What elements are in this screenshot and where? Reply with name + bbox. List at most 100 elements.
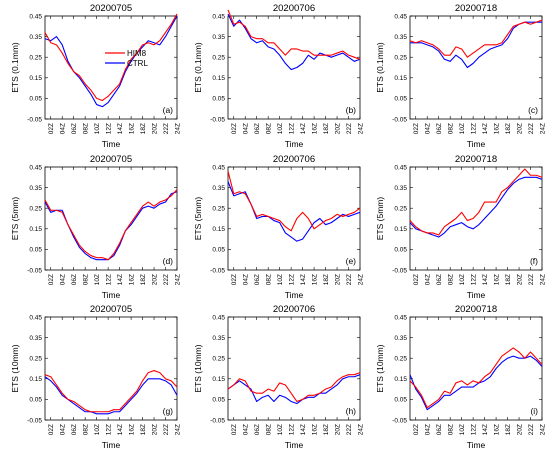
x-tick-label: 18Z: [505, 274, 512, 285]
x-tick-label: 18Z: [323, 424, 330, 435]
x-tick-label: 12Z: [470, 424, 477, 435]
x-tick-label: 18Z: [505, 123, 512, 134]
x-tick-label: 22Z: [346, 274, 353, 285]
x-tick-label: 12Z: [105, 123, 112, 134]
x-tick-label: 02Z: [231, 123, 238, 134]
x-tick-label: 06Z: [436, 424, 443, 435]
series-line-ctrl: [44, 191, 178, 261]
panel-label: (g): [163, 406, 174, 416]
y-tick-label: 0.05: [29, 96, 42, 103]
series-line-him8: [409, 19, 543, 58]
y-tick-label: 0.05: [394, 397, 407, 404]
y-tick-label: 0.25: [394, 55, 407, 62]
x-tick-label: 20Z: [516, 123, 523, 134]
x-tick-label: 04Z: [425, 424, 432, 435]
x-axis-label: Time: [285, 139, 304, 149]
y-tick-label: -0.05: [27, 417, 42, 424]
y-axis-label: ETS (5mm): [10, 197, 20, 241]
panel-c: 20200718 -0.05 0.05 0.15 0.25 0.35 0.45 02Z 04Z 0…: [375, 3, 546, 149]
x-tick-label: 22Z: [163, 424, 170, 435]
x-tick-label: 16Z: [311, 424, 318, 435]
series-line-him8: [44, 189, 178, 261]
x-tick-label: 10Z: [94, 424, 101, 435]
series-line-him8: [227, 372, 361, 403]
x-axis-label: Time: [467, 139, 486, 149]
panel-title: 20200706: [273, 304, 315, 315]
x-tick-label: 06Z: [71, 274, 78, 285]
x-tick-label: 22Z: [346, 424, 353, 435]
x-tick-label: 10Z: [459, 123, 466, 134]
x-tick-label: 04Z: [243, 424, 250, 435]
x-tick-label: 16Z: [311, 123, 318, 134]
panel-h: 20200706 -0.05 0.05 0.15 0.25 0.35 0.45 02Z 04Z 0…: [193, 304, 364, 450]
x-tick-label: 04Z: [60, 424, 67, 435]
y-tick-label: 0.25: [394, 356, 407, 363]
x-tick-label: 12Z: [288, 424, 295, 435]
x-tick-label: 16Z: [128, 424, 135, 435]
x-tick-label: 02Z: [413, 424, 420, 435]
y-tick-label: 0.45: [212, 164, 225, 171]
x-tick-label: 24Z: [174, 424, 181, 435]
y-axis-label: ETS (10mm): [10, 344, 20, 392]
y-tick-label: 0.15: [394, 376, 407, 383]
y-tick-label: 0.15: [212, 75, 225, 82]
y-tick-label: 0.35: [29, 185, 42, 192]
y-tick-label: 0.35: [394, 185, 407, 192]
x-tick-label: 04Z: [60, 274, 67, 285]
panel-g: 20200705 -0.05 0.05 0.15 0.25 0.35 0.45 02Z 04Z 0…: [10, 304, 181, 450]
series-line-him8: [44, 370, 178, 413]
x-tick-label: 12Z: [105, 424, 112, 435]
panel-i: 20200718 -0.05 0.05 0.15 0.25 0.35 0.45 02Z 04Z 0…: [375, 304, 546, 450]
y-axis-label: ETS (5mm): [375, 197, 385, 241]
x-tick-label: 04Z: [425, 274, 432, 285]
y-tick-label: 0.05: [29, 247, 42, 254]
y-tick-label: 0.25: [212, 206, 225, 213]
panel-title: 20200718: [455, 154, 497, 165]
x-tick-label: 02Z: [48, 424, 55, 435]
y-tick-label: -0.05: [392, 267, 407, 274]
panel-label: (c): [528, 105, 538, 115]
panel-title: 20200706: [273, 3, 315, 14]
x-axis-label: Time: [285, 290, 304, 300]
y-tick-label: 0.15: [29, 226, 42, 233]
x-tick-label: 16Z: [128, 274, 135, 285]
x-tick-label: 18Z: [140, 123, 147, 134]
x-tick-label: 20Z: [151, 424, 158, 435]
x-tick-label: 08Z: [265, 274, 272, 285]
y-tick-label: 0.45: [212, 13, 225, 20]
panel-title: 20200705: [90, 3, 132, 14]
panel-b: 20200706 -0.05 0.05 0.15 0.25 0.35 0.45 02Z 04Z 0…: [193, 3, 364, 149]
y-tick-label: 0.15: [394, 226, 407, 233]
x-tick-label: 04Z: [243, 274, 250, 285]
panel-title: 20200718: [455, 304, 497, 315]
x-tick-label: 24Z: [539, 123, 546, 134]
x-tick-label: 22Z: [346, 123, 353, 134]
y-tick-label: 0.35: [394, 335, 407, 342]
y-tick-label: 0.05: [394, 247, 407, 254]
x-tick-label: 02Z: [48, 123, 55, 134]
x-tick-label: 08Z: [82, 274, 89, 285]
y-tick-label: 0.15: [29, 376, 42, 383]
x-tick-label: 02Z: [413, 123, 420, 134]
panel-e: 20200706 -0.05 0.05 0.15 0.25 0.35 0.45 02Z 04Z 0…: [193, 154, 364, 300]
legend-label-ctrl: CTRL: [127, 59, 148, 68]
y-tick-label: -0.05: [210, 116, 225, 123]
panel-label: (i): [530, 406, 538, 416]
series-line-ctrl: [227, 181, 361, 242]
x-tick-label: 24Z: [357, 123, 364, 134]
x-tick-label: 18Z: [140, 424, 147, 435]
y-tick-label: 0.25: [29, 55, 42, 62]
x-tick-label: 18Z: [505, 424, 512, 435]
x-tick-label: 24Z: [174, 274, 181, 285]
y-tick-label: 0.35: [29, 335, 42, 342]
x-tick-label: 08Z: [447, 274, 454, 285]
x-tick-label: 18Z: [323, 123, 330, 134]
x-tick-label: 14Z: [482, 274, 489, 285]
x-tick-label: 16Z: [128, 123, 135, 134]
y-tick-label: 0.05: [394, 96, 407, 103]
series-line-ctrl: [410, 21, 542, 69]
y-tick-label: 0.45: [394, 314, 407, 321]
y-tick-label: 0.45: [394, 164, 407, 171]
x-tick-label: 10Z: [94, 123, 101, 134]
